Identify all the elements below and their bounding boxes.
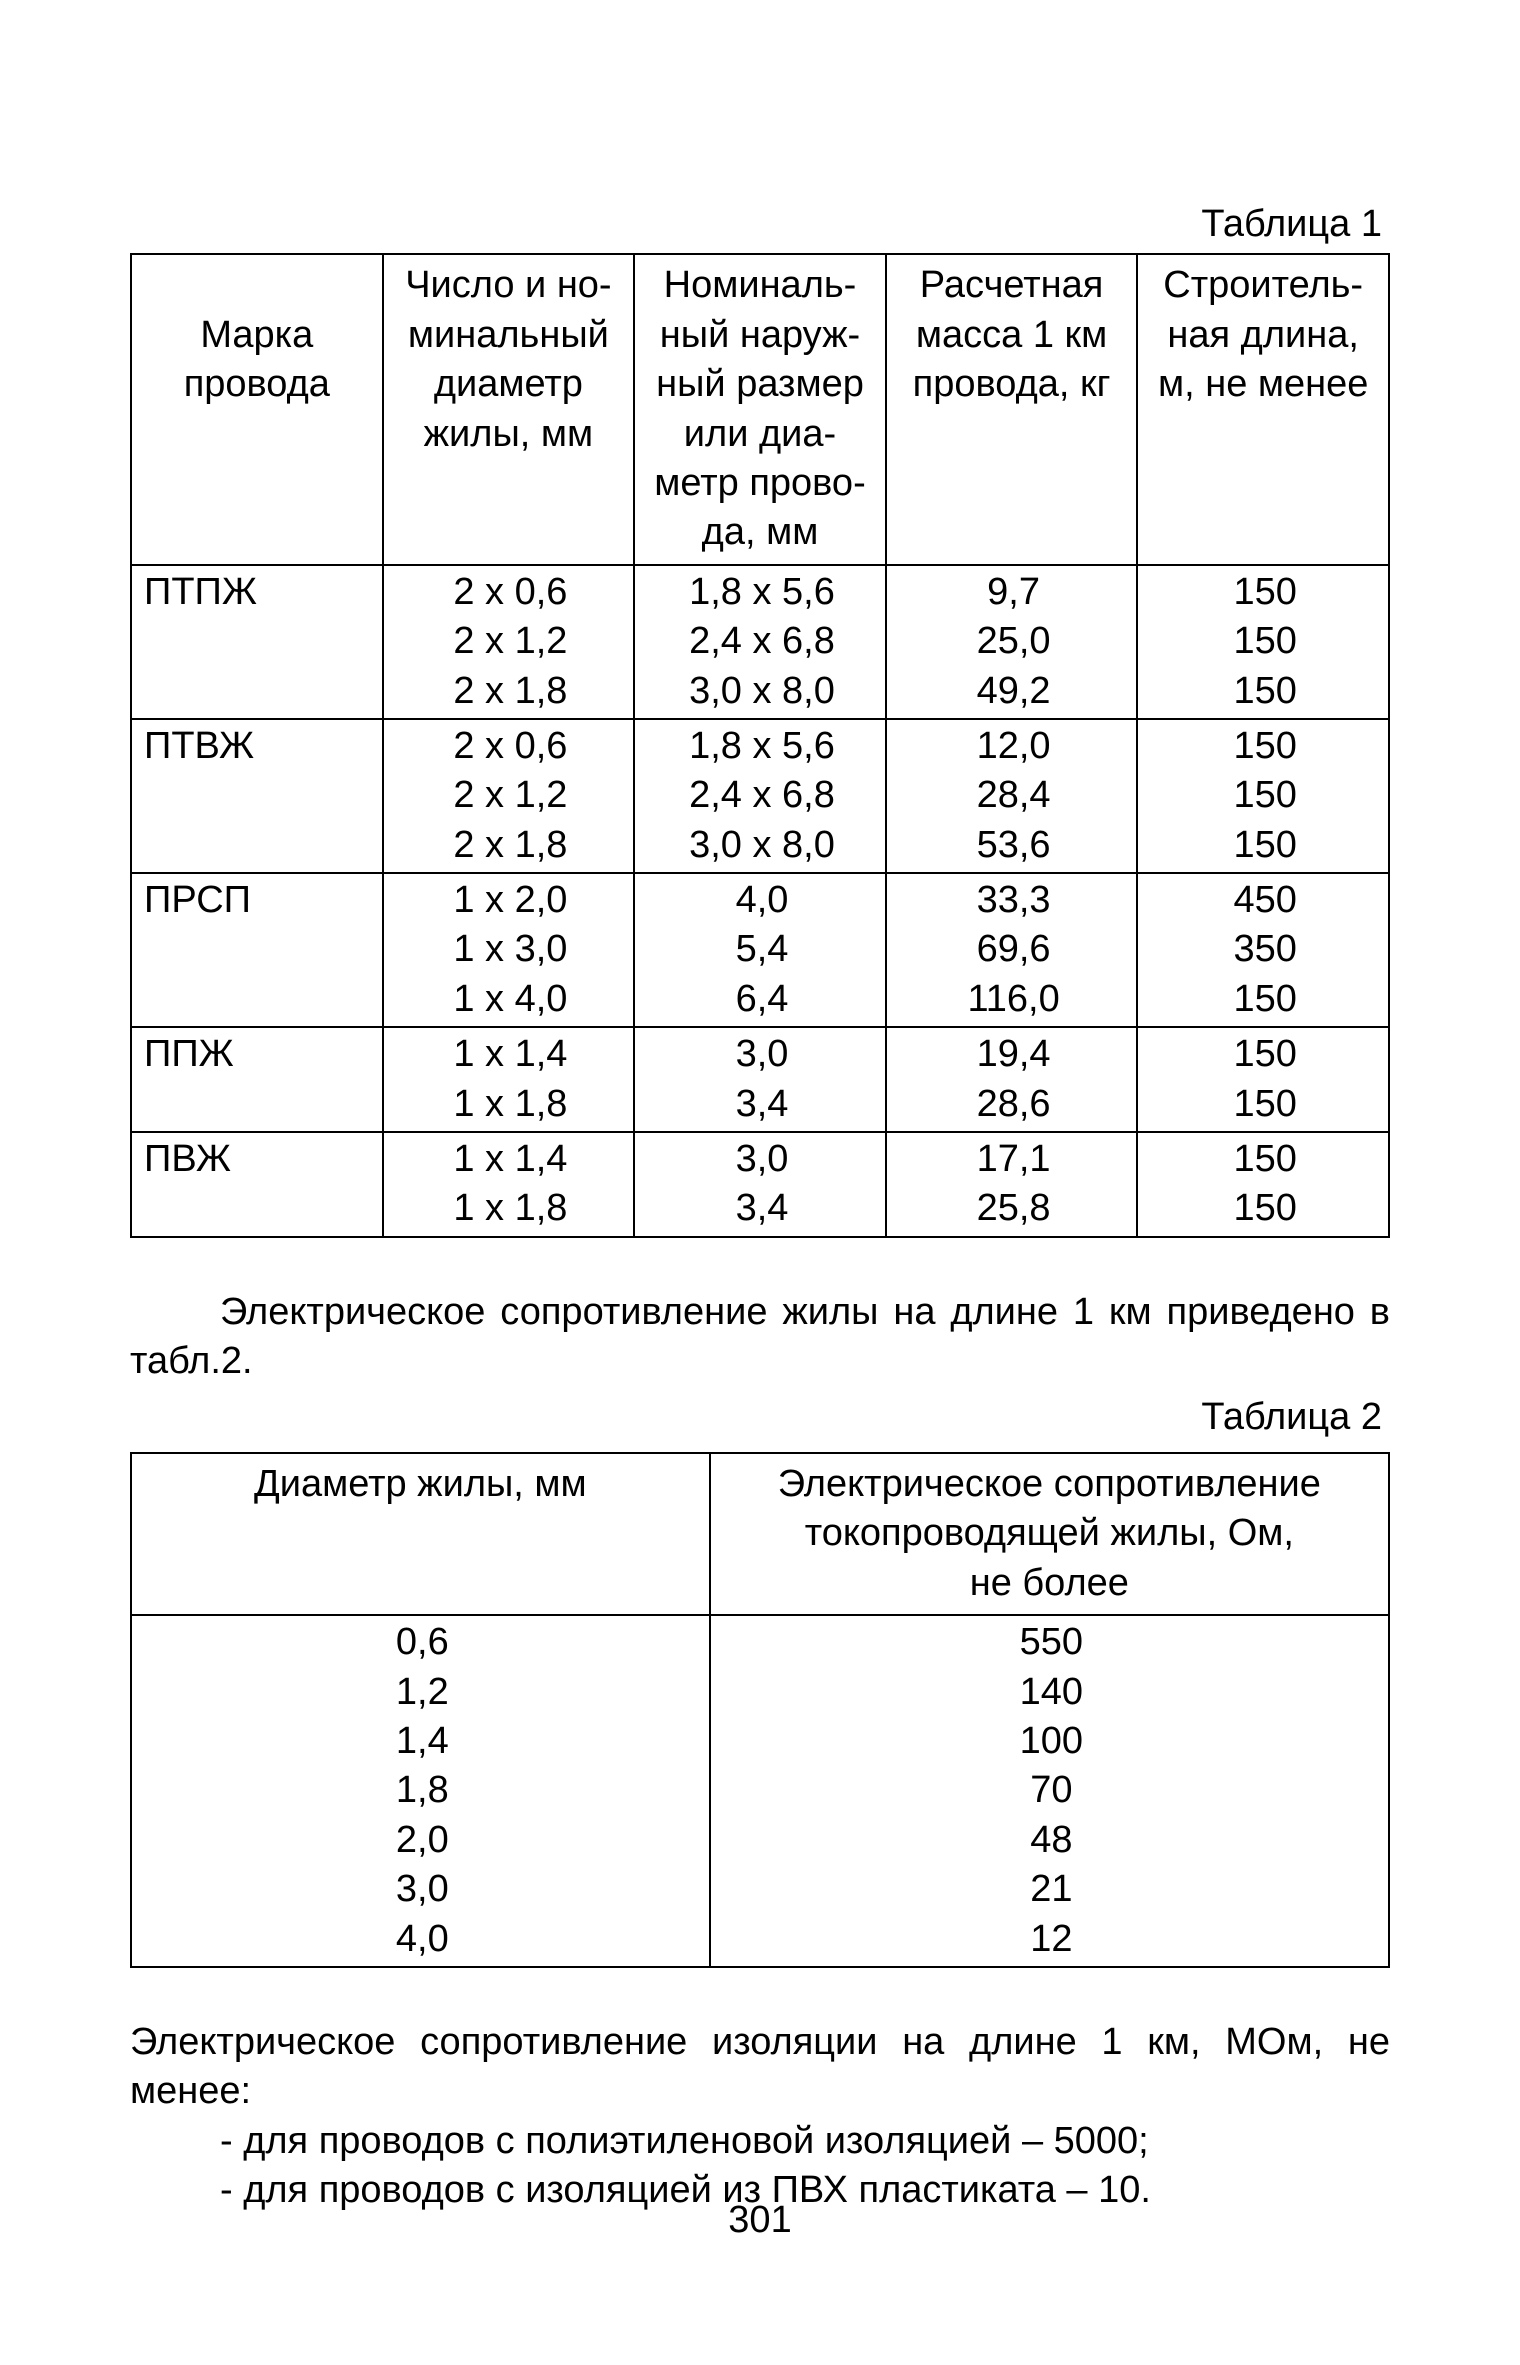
table1-label: Таблица 1 — [130, 200, 1390, 249]
paragraph-1-text: Электрическое сопротивление жилы на длин… — [130, 1291, 1390, 1382]
table1-col2-header: Число и но-минальныйдиаметржилы, мм — [383, 254, 635, 564]
table1-header-row: Маркапровода Число и но-минальныйдиаметр… — [131, 254, 1389, 564]
table1-col3-header: Номиналь-ный наруж-ный размерили диа-мет… — [634, 254, 886, 564]
table2-header-row: Диаметр жилы, мм Электрическое сопротивл… — [131, 1453, 1389, 1615]
data-cell: 4,05,46,4 — [634, 873, 886, 1027]
data-cell: 1 х 1,41 х 1,8 — [383, 1132, 635, 1237]
table2: Диаметр жилы, мм Электрическое сопротивл… — [130, 1452, 1390, 1968]
data-cell: 2 х 0,62 х 1,22 х 1,8 — [383, 719, 635, 873]
paragraph-2-lead: Электрическое сопротивление изоляции на … — [130, 2021, 1390, 2112]
table2-label: Таблица 2 — [130, 1393, 1390, 1442]
table2-col1-header: Диаметр жилы, мм — [131, 1453, 710, 1615]
paragraph-2-item-1: - для проводов с полиэтиленовой изоляцие… — [130, 2117, 1390, 2166]
table-row: ППЖ1 х 1,41 х 1,83,03,419,428,6150150 — [131, 1027, 1389, 1132]
data-cell: 17,125,8 — [886, 1132, 1138, 1237]
table1: Маркапровода Число и но-минальныйдиаметр… — [130, 253, 1390, 1237]
data-cell: 1 х 2,01 х 3,01 х 4,0 — [383, 873, 635, 1027]
table2-col2-cells: 55014010070482112 — [710, 1615, 1389, 1967]
table2-col2-header: Электрическое сопротивлениетокопроводяще… — [710, 1453, 1389, 1615]
table-row: ПТПЖ2 х 0,62 х 1,22 х 1,81,8 х 5,62,4 х … — [131, 565, 1389, 719]
page-number: 301 — [0, 2196, 1520, 2245]
data-cell: 150150150 — [1137, 565, 1389, 719]
data-cell: 9,725,049,2 — [886, 565, 1138, 719]
table2-col1-cells: 0,61,21,41,82,03,04,0 — [131, 1615, 710, 1967]
data-cell: 3,03,4 — [634, 1027, 886, 1132]
table-row: ПВЖ1 х 1,41 х 1,83,03,417,125,8150150 — [131, 1132, 1389, 1237]
brand-cell: ППЖ — [131, 1027, 383, 1132]
data-cell: 2 х 0,62 х 1,22 х 1,8 — [383, 565, 635, 719]
data-cell: 150150150 — [1137, 719, 1389, 873]
data-cell: 19,428,6 — [886, 1027, 1138, 1132]
table2-data-row: 0,61,21,41,82,03,04,0 55014010070482112 — [131, 1615, 1389, 1967]
data-cell: 33,369,6116,0 — [886, 873, 1138, 1027]
data-cell: 150150 — [1137, 1132, 1389, 1237]
paragraph-1: Электрическое сопротивление жилы на длин… — [130, 1288, 1390, 1387]
data-cell: 1,8 х 5,62,4 х 6,83,0 х 8,0 — [634, 719, 886, 873]
data-cell: 1 х 1,41 х 1,8 — [383, 1027, 635, 1132]
data-cell: 12,028,453,6 — [886, 719, 1138, 873]
table1-col1-header: Маркапровода — [131, 254, 383, 564]
brand-cell: ПРСП — [131, 873, 383, 1027]
brand-cell: ПВЖ — [131, 1132, 383, 1237]
document-page: Таблица 1 Маркапровода Число и но-миналь… — [0, 0, 1520, 2365]
brand-cell: ПТВЖ — [131, 719, 383, 873]
data-cell: 150150 — [1137, 1027, 1389, 1132]
table-row: ПРСП1 х 2,01 х 3,01 х 4,04,05,46,433,369… — [131, 873, 1389, 1027]
data-cell: 3,03,4 — [634, 1132, 886, 1237]
data-cell: 1,8 х 5,62,4 х 6,83,0 х 8,0 — [634, 565, 886, 719]
paragraph-2: Электрическое сопротивление изоляции на … — [130, 2018, 1390, 2216]
table-row: ПТВЖ2 х 0,62 х 1,22 х 1,81,8 х 5,62,4 х … — [131, 719, 1389, 873]
brand-cell: ПТПЖ — [131, 565, 383, 719]
table1-col4-header: Расчетнаямасса 1 кмпровода, кг — [886, 254, 1138, 564]
data-cell: 450350150 — [1137, 873, 1389, 1027]
table1-col5-header: Строитель-ная длина,м, не менее — [1137, 254, 1389, 564]
